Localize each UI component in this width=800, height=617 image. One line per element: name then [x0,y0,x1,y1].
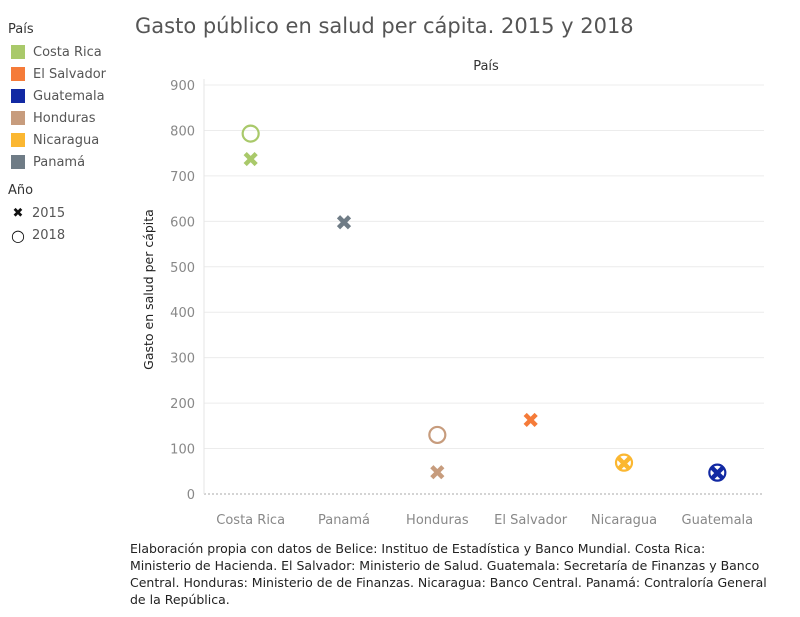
data-point-2015 [710,466,725,481]
legend-item-country: Costa Rica [8,41,106,63]
legend-label: Costa Rica [33,44,102,60]
scatter-chart: 0 100 200 300 400 500 600 700 800 900 País Gasto en… [141,59,764,528]
legend-year-list: ✖ 2015 ○ 2018 [8,202,106,246]
data-point-2015 [243,151,258,167]
legend-swatch [11,89,25,103]
data-point-2015 [430,465,445,480]
y-tick-label: 700 [170,170,195,185]
y-tick-label: 900 [170,79,195,94]
legend-label: 2018 [32,227,66,243]
x-tick-label: Costa Rica [216,513,285,528]
chart-title: Gasto público en salud per cápita. 2015 … [135,14,634,38]
legend-item-country: El Salvador [8,63,106,85]
legend-swatch [11,45,25,59]
y-tick-label: 600 [170,215,195,230]
legend-label: Honduras [33,110,96,126]
legend-item-year: ○ 2018 [8,224,106,246]
y-tick-label: 300 [170,352,195,367]
data-point-2018 [614,453,634,472]
legend-year-heading: Año [8,183,34,198]
x-tick-label: Honduras [406,513,469,528]
legend-item-country: Honduras [8,107,106,129]
circle-icon: ○ [11,225,25,245]
y-tick-label: 0 [187,488,195,503]
data-point-2015 [523,412,538,428]
legend-item-country: Nicaragua [8,129,106,151]
legend-item-country: Guatemala [8,85,106,107]
y-tick-label: 400 [170,306,195,321]
cross-icon: ✖ [12,205,24,221]
x-tick-label: El Salvador [494,513,568,528]
legend-label: 2015 [32,205,66,221]
y-axis-label: Gasto en salud per cápita [141,209,156,370]
legend-swatch [11,155,25,169]
legend-label: Panamá [33,154,86,170]
legend-country-list: Costa Rica El Salvador Guatemala Honduras Ni… [8,41,106,173]
legend-label: Guatemala [33,88,105,104]
legend-swatch [11,111,25,125]
legend-country-heading: País [8,22,34,37]
legend-swatch [11,67,25,81]
data-point-2018 [428,425,447,445]
source-note: Elaboración propia con datos de Belice: … [130,541,767,607]
data-point-2015 [616,456,632,471]
column-header: País [473,59,499,74]
data-point-2015 [336,215,352,230]
y-tick-label: 200 [170,397,195,412]
legend: País Costa Rica El Salvador Guatemala Hondu… [8,22,106,246]
data-point-2018 [708,463,727,482]
x-tick-label: Nicaragua [591,513,657,528]
y-tick-label: 800 [170,124,195,139]
legend-label: El Salvador [33,66,106,82]
data-point-2018 [241,124,260,143]
x-tick-label: Panamá [318,513,370,528]
legend-swatch [11,133,25,147]
y-tick-label: 500 [170,261,195,276]
x-tick-label: Guatemala [682,513,754,528]
legend-label: Nicaragua [33,132,100,148]
y-tick-label: 100 [170,443,195,458]
legend-item-country: Panamá [8,151,106,173]
legend-item-year: ✖ 2015 [8,202,106,224]
